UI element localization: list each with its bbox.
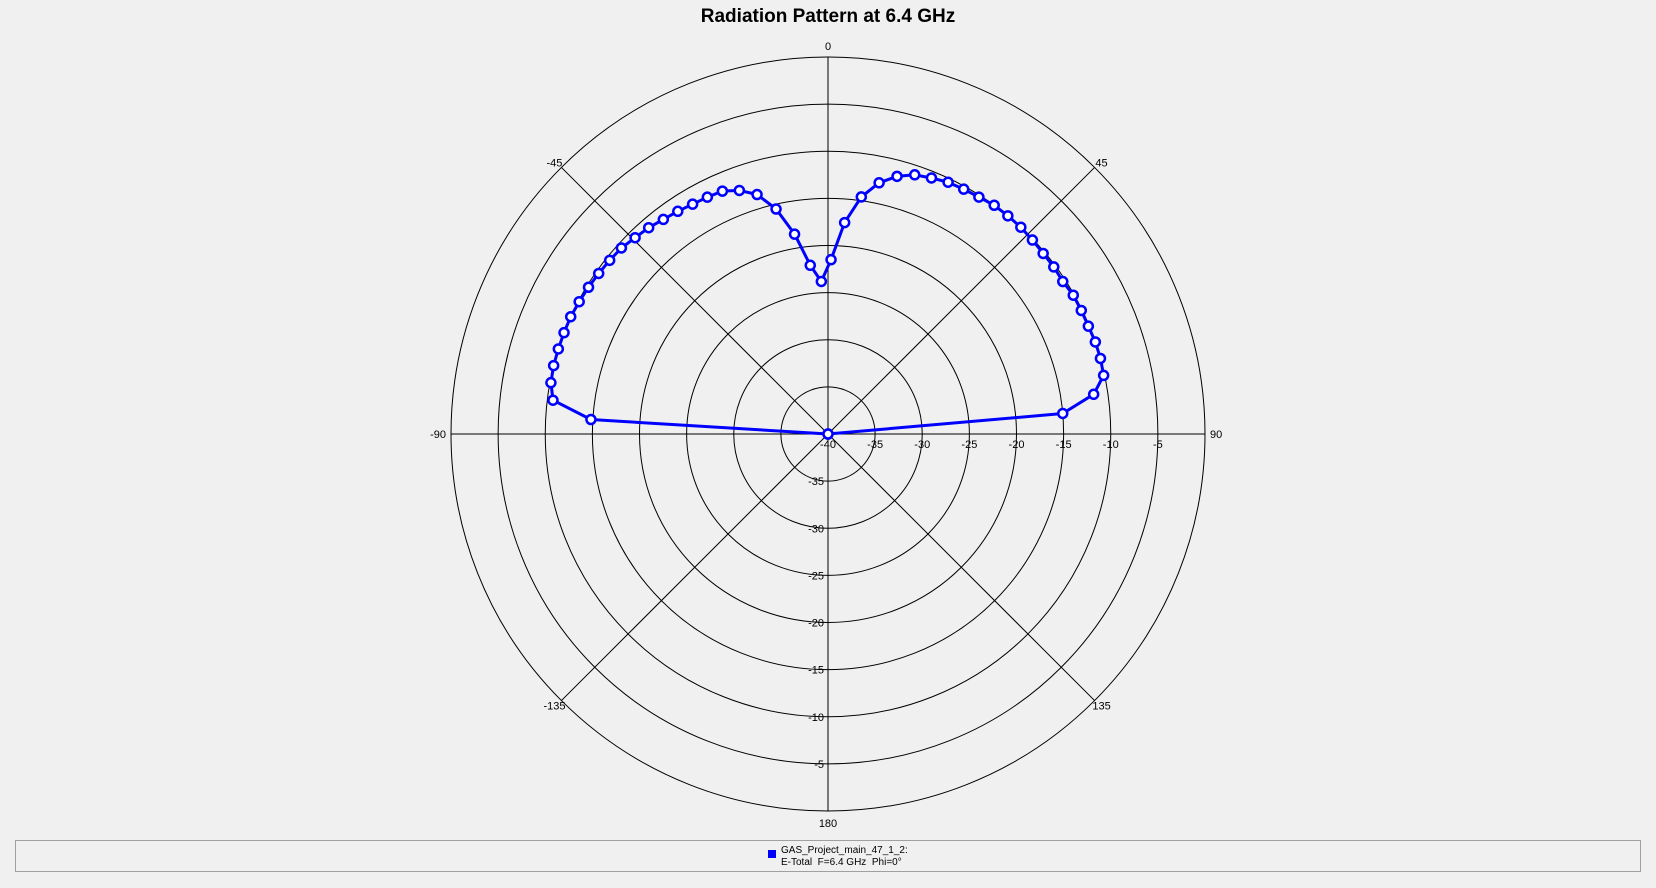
data-point[interactable] bbox=[925, 172, 938, 184]
data-point[interactable] bbox=[908, 169, 921, 181]
radial-tick-label: -20 bbox=[1009, 439, 1025, 451]
data-point[interactable] bbox=[804, 259, 817, 272]
data-point[interactable] bbox=[1015, 221, 1027, 233]
legend-label: GAS_Project_main_47_1_2: E-Total F=6.4 GH… bbox=[781, 845, 908, 869]
data-point[interactable] bbox=[615, 242, 628, 254]
radial-tick-label: -25 bbox=[961, 439, 977, 451]
data-point[interactable] bbox=[957, 183, 970, 195]
data-point[interactable] bbox=[1056, 407, 1069, 420]
data-point[interactable] bbox=[891, 170, 903, 183]
data-point[interactable] bbox=[1087, 388, 1100, 401]
radial-tick-label: -15 bbox=[1056, 439, 1072, 451]
series-layer bbox=[545, 169, 1110, 440]
data-point[interactable] bbox=[1057, 275, 1069, 288]
radial-tick-labels: -40 -35 -30 -25 -20 -15 -10 -5 -35 -30 -25 -20 -15 -1… bbox=[808, 439, 1163, 771]
data-point[interactable] bbox=[564, 310, 577, 323]
radial-tick-label: -30 bbox=[808, 523, 824, 535]
angle-tick-label: 45 bbox=[1095, 157, 1107, 169]
data-point[interactable] bbox=[1082, 320, 1095, 332]
radial-tick-label: -35 bbox=[867, 439, 883, 451]
data-point[interactable] bbox=[988, 199, 1000, 212]
data-point[interactable] bbox=[1097, 369, 1110, 382]
data-point[interactable] bbox=[770, 203, 782, 215]
data-point[interactable] bbox=[1075, 304, 1088, 317]
radial-tick-label: -15 bbox=[808, 665, 824, 677]
angle-tick-label: 90 bbox=[1210, 429, 1222, 441]
data-point[interactable] bbox=[822, 428, 834, 440]
data-point[interactable] bbox=[573, 295, 585, 308]
data-point[interactable] bbox=[603, 254, 616, 267]
data-point[interactable] bbox=[1002, 210, 1014, 222]
data-point[interactable] bbox=[547, 394, 559, 406]
angle-tick-label: 135 bbox=[1092, 701, 1110, 713]
data-point[interactable] bbox=[815, 275, 828, 288]
data-point[interactable] bbox=[629, 231, 641, 244]
data-point[interactable] bbox=[855, 191, 868, 203]
data-point[interactable] bbox=[545, 376, 557, 389]
data-point[interactable] bbox=[873, 177, 885, 189]
data-point[interactable] bbox=[642, 221, 655, 234]
radial-tick-label: -25 bbox=[808, 570, 824, 582]
data-point[interactable] bbox=[825, 253, 837, 266]
data-point[interactable] bbox=[558, 326, 570, 339]
angle-tick-label: -90 bbox=[430, 429, 446, 441]
data-point[interactable] bbox=[657, 213, 670, 226]
data-point[interactable] bbox=[1037, 247, 1049, 260]
radial-tick-label: -5 bbox=[1153, 439, 1163, 451]
radial-tick-label: -20 bbox=[808, 618, 824, 630]
data-point[interactable] bbox=[701, 191, 714, 203]
data-point[interactable] bbox=[733, 184, 746, 197]
radial-tick-label: -5 bbox=[814, 759, 824, 771]
radial-tick-label: -40 bbox=[820, 439, 836, 451]
data-point[interactable] bbox=[582, 281, 595, 293]
legend-entry[interactable]: GAS_Project_main_47_1_2: E-Total F=6.4 GH… bbox=[768, 845, 908, 869]
angle-tick-label: -45 bbox=[547, 157, 563, 169]
data-point[interactable] bbox=[1067, 289, 1080, 301]
data-point[interactable] bbox=[592, 267, 605, 280]
data-point[interactable] bbox=[1094, 352, 1107, 365]
data-point[interactable] bbox=[838, 216, 851, 229]
data-point[interactable] bbox=[751, 188, 763, 201]
angle-tick-labels: 0 45 90 135 180 -135 -90 -45 bbox=[430, 41, 1222, 830]
angle-tick-label: 0 bbox=[825, 41, 831, 53]
radial-tick-label: -35 bbox=[808, 476, 824, 488]
angle-tick-label: 180 bbox=[819, 818, 837, 830]
chart-title: Radiation Pattern at 6.4 GHz bbox=[700, 6, 956, 27]
legend: GAS_Project_main_47_1_2: E-Total F=6.4 GH… bbox=[15, 840, 1641, 872]
data-point[interactable] bbox=[716, 185, 729, 197]
angle-tick-label: -135 bbox=[543, 701, 565, 713]
data-point[interactable] bbox=[942, 176, 954, 188]
data-point[interactable] bbox=[547, 359, 560, 372]
radial-tick-label: -30 bbox=[914, 439, 930, 451]
legend-swatch bbox=[768, 850, 776, 858]
data-point[interactable] bbox=[585, 413, 597, 426]
data-point[interactable] bbox=[1089, 336, 1102, 348]
data-point[interactable] bbox=[672, 205, 684, 218]
data-point[interactable] bbox=[1048, 261, 1060, 273]
radial-tick-label: -10 bbox=[1103, 439, 1119, 451]
data-point[interactable] bbox=[552, 343, 565, 355]
data-point[interactable] bbox=[686, 198, 699, 210]
data-point[interactable] bbox=[973, 191, 985, 203]
data-point[interactable] bbox=[1026, 234, 1039, 246]
series-line bbox=[549, 173, 1106, 436]
legend-series-name: GAS_Project_main_47_1_2: bbox=[781, 845, 908, 856]
radial-tick-label: -10 bbox=[808, 712, 824, 724]
legend-series-detail: E-Total F=6.4 GHz Phi=0° bbox=[781, 857, 902, 868]
data-point[interactable] bbox=[788, 228, 801, 240]
